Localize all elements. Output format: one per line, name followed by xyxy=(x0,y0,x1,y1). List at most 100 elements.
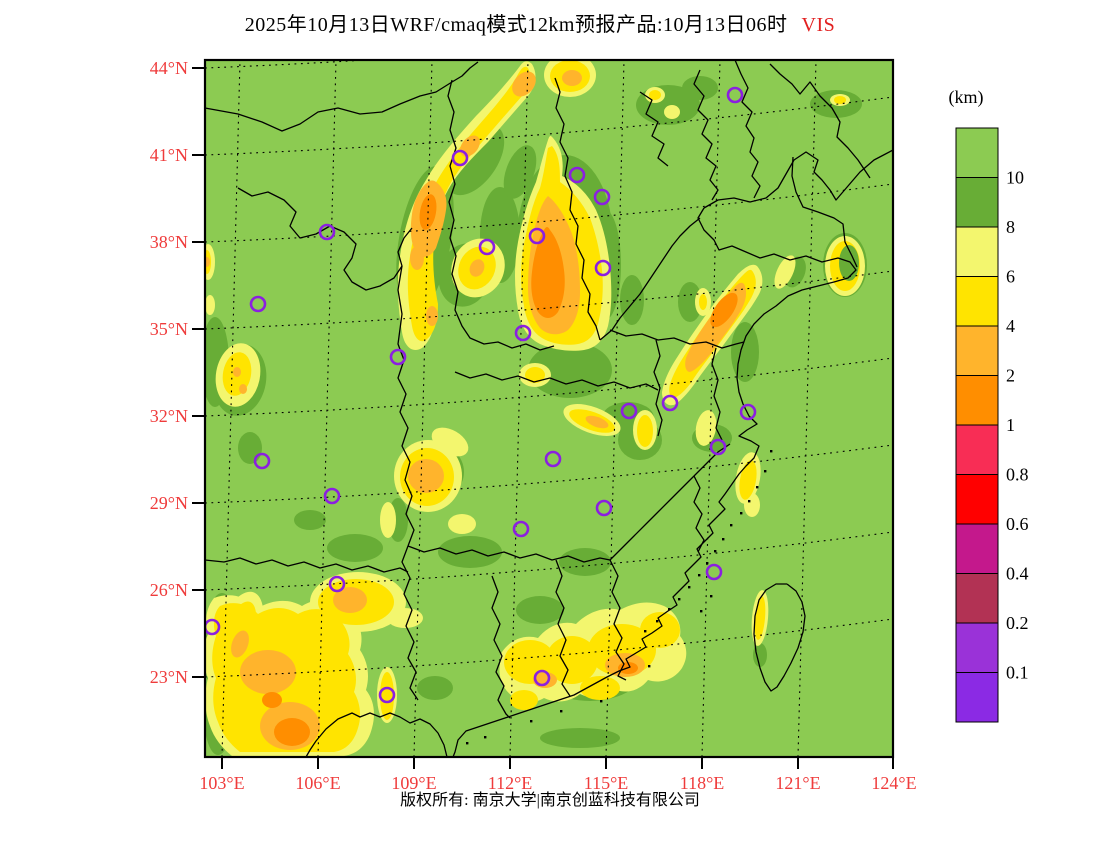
province-border xyxy=(237,187,413,291)
vis-region xyxy=(503,145,537,199)
legend-color-box xyxy=(955,276,999,327)
vis-region xyxy=(380,502,396,538)
legend-color-box xyxy=(955,226,999,277)
vis-region xyxy=(460,135,480,157)
legend-value-label: 0.2 xyxy=(1006,613,1029,633)
station-marker xyxy=(318,223,336,241)
lat-label: 29°N xyxy=(150,493,188,513)
station-marker xyxy=(593,188,611,206)
island-dot xyxy=(770,450,773,453)
vis-region xyxy=(205,295,215,315)
province-border xyxy=(554,77,601,341)
map-frame xyxy=(203,58,895,759)
island-dot xyxy=(656,620,659,623)
province-border xyxy=(305,712,448,758)
province-border xyxy=(711,347,723,441)
vis-region xyxy=(525,367,545,383)
lat-label: 26°N xyxy=(150,580,188,600)
station-marker xyxy=(661,394,679,412)
island-dot xyxy=(530,720,533,723)
vis-region xyxy=(238,432,262,464)
station-marker xyxy=(533,669,551,687)
island-dot xyxy=(644,630,647,633)
vis-region xyxy=(431,427,469,457)
station-marker xyxy=(451,149,469,167)
island-dot xyxy=(748,500,751,503)
station-marker xyxy=(620,402,638,420)
province-border xyxy=(734,59,761,199)
title-variable-label: VIS xyxy=(801,14,836,36)
station-marker xyxy=(568,166,586,184)
lon-gridline xyxy=(509,59,529,758)
legend-value-label: 8 xyxy=(1006,217,1015,237)
vis-region xyxy=(262,692,282,708)
province-border xyxy=(639,91,669,167)
vis-region xyxy=(682,76,718,100)
legend-color-box xyxy=(955,127,999,178)
legend-unit: (km) xyxy=(949,87,984,108)
island-dot xyxy=(740,512,743,515)
province-border xyxy=(204,557,409,573)
vis-region xyxy=(678,282,702,322)
vis-region xyxy=(410,246,424,270)
station-marker xyxy=(389,348,407,366)
station-marker xyxy=(528,227,546,245)
station-marker xyxy=(705,563,723,581)
province-border xyxy=(693,69,719,201)
copyright-text: 版权所有: 南京大学|南京创蓝科技有限公司 xyxy=(400,792,700,809)
lat-label: 32°N xyxy=(150,406,188,426)
island-dot xyxy=(698,574,701,577)
island-dot xyxy=(714,550,717,553)
vis-region xyxy=(753,643,767,667)
lon-label: 115°E xyxy=(584,773,629,793)
province-border xyxy=(653,339,663,437)
vis-region xyxy=(417,676,453,700)
vis-region xyxy=(512,71,536,97)
vis-region xyxy=(834,96,846,104)
province-border xyxy=(397,265,415,547)
island-dot xyxy=(484,736,487,739)
station-marker xyxy=(544,450,562,468)
lon-gridline xyxy=(797,59,817,758)
lon-gridline xyxy=(221,59,241,758)
legend-color-box xyxy=(955,424,999,475)
vis-region xyxy=(540,728,620,748)
lon-gridline xyxy=(317,59,337,758)
vis-region xyxy=(637,415,653,447)
vis-region xyxy=(469,259,485,277)
island-dot xyxy=(648,665,651,668)
legend-value-label: 6 xyxy=(1006,267,1015,287)
lon-label: 121°E xyxy=(775,773,820,793)
lon-label: 106°E xyxy=(295,773,340,793)
island-dot xyxy=(560,710,563,713)
station-marker xyxy=(739,403,757,421)
vis-region xyxy=(774,255,796,289)
vis-region xyxy=(408,459,444,493)
vis-region xyxy=(620,275,644,325)
province-border xyxy=(693,475,705,553)
island-dot xyxy=(700,610,703,613)
taiwan-outline xyxy=(753,583,806,692)
vis-region xyxy=(327,534,383,562)
province-border xyxy=(401,545,419,701)
station-marker xyxy=(323,487,341,505)
lon-label: 109°E xyxy=(391,773,436,793)
vis-region xyxy=(649,90,661,100)
vis-region xyxy=(426,306,438,326)
legend-color-box xyxy=(955,474,999,525)
legend-color-box xyxy=(955,573,999,624)
vis-region xyxy=(380,672,394,720)
station-marker xyxy=(328,575,346,593)
vis-region xyxy=(640,612,680,648)
lat-label: 38°N xyxy=(150,232,188,252)
station-marker xyxy=(378,686,396,704)
legend-color-box xyxy=(955,325,999,376)
legend-value-label: 0.1 xyxy=(1006,663,1029,683)
station-marker xyxy=(594,259,612,277)
island-dot xyxy=(678,598,681,601)
vis-region xyxy=(231,630,249,658)
island-dot xyxy=(668,608,671,611)
island-dot xyxy=(466,742,469,745)
